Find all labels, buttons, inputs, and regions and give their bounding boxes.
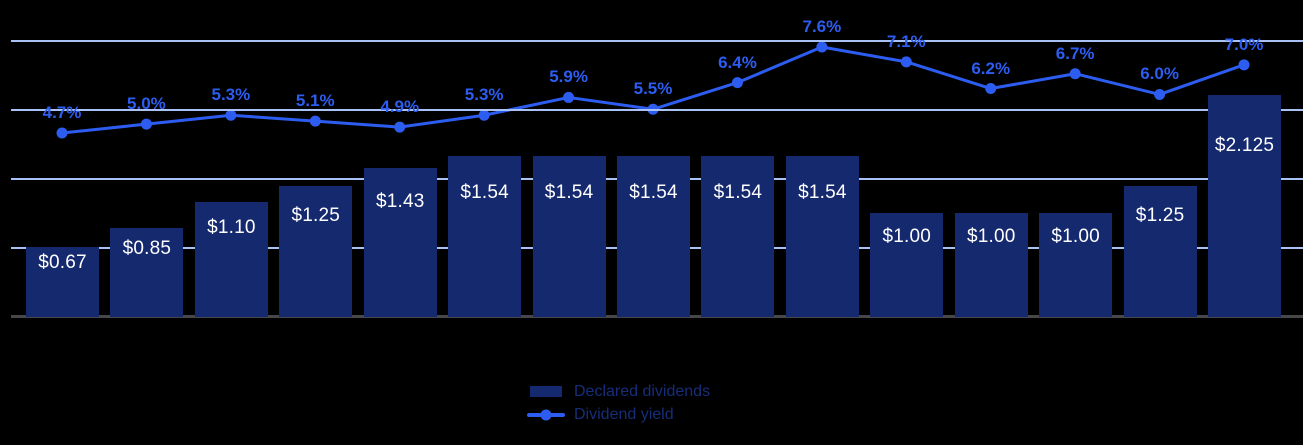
bar-value-label: $1.54 [629,182,678,204]
legend-dividend-yield-label: Dividend yield [574,405,674,423]
bar-value-label: $1.00 [1051,225,1100,247]
line-point-marker [394,121,406,133]
bar-value-label: $1.10 [207,217,256,239]
bar-value-label: $1.54 [713,182,763,204]
bar-declared-dividends [448,156,522,317]
legend-item-declared-dividends: Declared dividends [527,380,710,403]
bar-declared-dividends [363,167,437,317]
yield-value-label: 5.0% [127,94,166,114]
line-point-marker [478,109,490,121]
yield-value-label: 5.5% [633,79,673,99]
bar-declared-dividends [785,156,859,317]
line-point-marker [563,91,575,103]
bar-declared-dividends [279,186,353,317]
bar-value-label: $1.25 [1135,205,1185,227]
line-point-marker [1238,59,1250,71]
yield-value-label: 7.6% [802,17,842,37]
line-point-marker [1069,68,1081,80]
bar-declared-dividends [532,156,606,317]
line-point-marker [140,118,152,130]
line-point-marker [309,115,321,127]
bar-value-label: $1.00 [966,225,1016,247]
yield-value-label: 6.2% [971,58,1011,78]
bar-swatch-icon [527,380,565,403]
bar-declared-dividends [1039,212,1113,317]
yield-value-label: 5.3% [464,85,504,105]
line-point-marker [900,56,912,68]
legend: Declared dividends Dividend yield [527,380,710,426]
bar-value-label: $0.67 [38,252,87,274]
line-point-marker [985,83,997,95]
yield-value-label: 7.1% [886,31,926,51]
yield-value-label: 5.9% [549,67,588,87]
yield-value-label: 5.1% [295,91,335,111]
gridline [11,109,1303,111]
yield-value-label: 7.0% [1224,34,1264,54]
bar-value-label: $1.54 [460,182,509,204]
gridline [11,40,1303,42]
bar-value-label: $1.25 [291,205,341,227]
bar-value-label: $1.43 [375,190,425,212]
bar-declared-dividends [870,212,944,317]
line-point-marker [56,127,68,139]
line-swatch-icon [527,403,565,426]
yield-value-label: 6.0% [1140,64,1179,84]
bar-declared-dividends [701,156,775,317]
bar-value-label: $1.00 [882,225,932,247]
yield-value-label: 4.7% [42,103,82,123]
bar-declared-dividends [617,156,690,317]
yield-value-label: 4.9% [380,97,420,117]
bar-value-label: $1.54 [544,182,594,204]
legend-item-dividend-yield: Dividend yield [527,403,710,426]
bar-declared-dividends [26,246,99,317]
line-point-marker [816,41,828,53]
bar-value-label: $2.125 [1214,135,1275,156]
bar-declared-dividends [110,228,184,317]
line-point-marker [1154,88,1166,100]
bar-declared-dividends [1123,186,1197,317]
bar-value-label: $1.54 [798,182,847,204]
legend-declared-dividends-label: Declared dividends [574,382,711,400]
yield-value-label: 6.4% [718,52,757,72]
line-point-marker [225,109,237,121]
line-point-marker [731,77,743,89]
bar-declared-dividends [194,202,268,317]
bar-declared-dividends [1208,94,1282,317]
bar-value-label: $0.85 [122,237,172,259]
yield-value-label: 5.3% [211,85,251,105]
bar-declared-dividends [954,212,1028,317]
yield-value-label: 6.7% [1055,43,1095,63]
